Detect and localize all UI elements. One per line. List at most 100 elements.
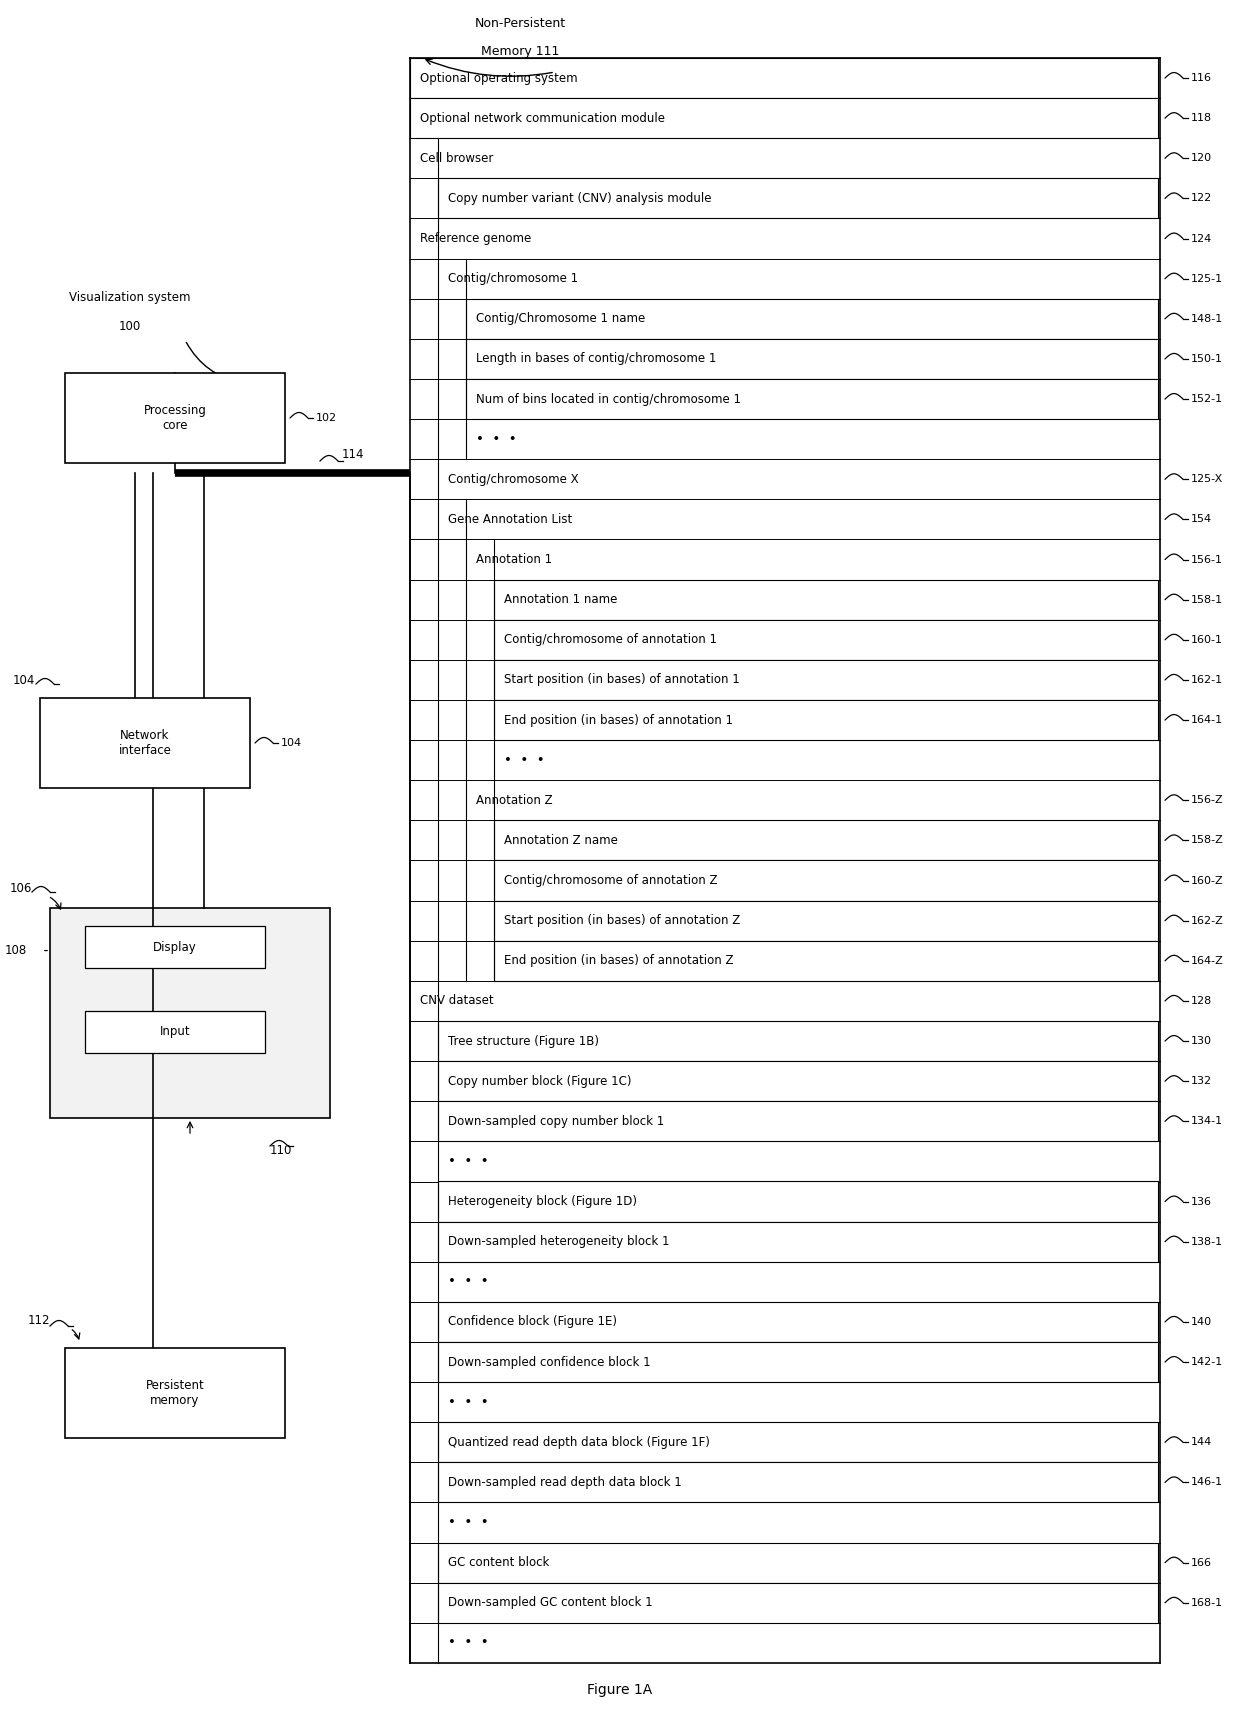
Text: 102: 102: [316, 412, 337, 423]
Text: Memory 111: Memory 111: [481, 45, 559, 58]
Bar: [438, 1543, 1158, 1582]
Text: Non-Persistent: Non-Persistent: [475, 17, 565, 29]
Text: 134-1: 134-1: [1190, 1117, 1223, 1127]
Bar: [494, 699, 1158, 740]
Bar: [438, 1342, 1158, 1381]
Text: Heterogeneity block (Figure 1D): Heterogeneity block (Figure 1D): [448, 1196, 637, 1208]
Bar: [438, 1221, 1158, 1261]
Bar: [40, 698, 250, 789]
Bar: [438, 1423, 1158, 1462]
Text: 100: 100: [119, 320, 141, 333]
Text: Copy number variant (CNV) analysis module: Copy number variant (CNV) analysis modul…: [448, 192, 712, 204]
Text: Contig/chromosome of annotation Z: Contig/chromosome of annotation Z: [503, 874, 718, 886]
Text: Network
interface: Network interface: [119, 728, 171, 758]
Text: 125-1: 125-1: [1190, 273, 1223, 283]
Text: 154: 154: [1190, 514, 1213, 524]
Bar: [466, 299, 1158, 338]
Text: 164-Z: 164-Z: [1190, 955, 1224, 966]
Text: Length in bases of contig/chromosome 1: Length in bases of contig/chromosome 1: [476, 352, 717, 366]
Text: 146-1: 146-1: [1190, 1477, 1223, 1488]
Text: 130: 130: [1190, 1036, 1211, 1046]
Text: 104: 104: [281, 739, 303, 747]
Text: 142-1: 142-1: [1190, 1357, 1223, 1368]
Text: Annotation Z: Annotation Z: [476, 794, 553, 807]
Text: Down-sampled heterogeneity block 1: Down-sampled heterogeneity block 1: [448, 1235, 670, 1249]
Text: CNV dataset: CNV dataset: [420, 995, 494, 1007]
Text: Annotation Z name: Annotation Z name: [503, 833, 618, 847]
Bar: [466, 338, 1158, 380]
Text: Visualization system: Visualization system: [69, 292, 191, 304]
Text: End position (in bases) of annotation 1: End position (in bases) of annotation 1: [503, 713, 733, 727]
Bar: [438, 1462, 1158, 1503]
Text: •  •  •: • • •: [448, 1637, 489, 1649]
Text: 160-Z: 160-Z: [1190, 876, 1224, 885]
Text: 120: 120: [1190, 153, 1213, 163]
Text: GC content block: GC content block: [448, 1557, 549, 1569]
Text: •  •  •: • • •: [448, 1515, 489, 1529]
Text: 168-1: 168-1: [1190, 1598, 1223, 1608]
Bar: [494, 941, 1158, 981]
Bar: [494, 620, 1158, 660]
Bar: [438, 1582, 1158, 1624]
Text: 166: 166: [1190, 1558, 1211, 1569]
Text: Annotation 1 name: Annotation 1 name: [503, 593, 618, 606]
Bar: [438, 1101, 1158, 1141]
Text: Contig/chromosome 1: Contig/chromosome 1: [448, 271, 578, 285]
Text: •  •  •: • • •: [503, 754, 544, 766]
Text: End position (in bases) of annotation Z: End position (in bases) of annotation Z: [503, 953, 734, 967]
Bar: [494, 579, 1158, 620]
Text: Tree structure (Figure 1B): Tree structure (Figure 1B): [448, 1034, 599, 1048]
Text: Optional network communication module: Optional network communication module: [420, 112, 665, 125]
Text: 128: 128: [1190, 996, 1213, 1007]
Text: Optional operating system: Optional operating system: [420, 72, 578, 84]
Text: •  •  •: • • •: [448, 1275, 489, 1288]
Bar: [86, 926, 265, 967]
Text: Contig/Chromosome 1 name: Contig/Chromosome 1 name: [476, 313, 645, 325]
Bar: [466, 380, 1158, 419]
Text: 112: 112: [27, 1314, 50, 1326]
Text: 122: 122: [1190, 194, 1213, 203]
Bar: [410, 58, 1158, 98]
Text: Contig/chromosome of annotation 1: Contig/chromosome of annotation 1: [503, 634, 717, 646]
Text: •  •  •: • • •: [476, 433, 517, 445]
Text: User interface: User interface: [149, 929, 232, 943]
Text: Reference genome: Reference genome: [420, 232, 531, 246]
Text: 160-1: 160-1: [1190, 636, 1223, 644]
Text: 158-Z: 158-Z: [1190, 835, 1224, 845]
Bar: [438, 1182, 1158, 1221]
Text: Display: Display: [153, 940, 197, 953]
Text: 148-1: 148-1: [1190, 314, 1223, 323]
Bar: [494, 861, 1158, 900]
Text: 106: 106: [10, 881, 32, 895]
Text: Contig/chromosome X: Contig/chromosome X: [448, 472, 579, 486]
Text: 108: 108: [5, 943, 27, 957]
Text: 114: 114: [342, 448, 365, 460]
Text: Input: Input: [160, 1026, 190, 1038]
Bar: [494, 821, 1158, 861]
Text: 124: 124: [1190, 234, 1213, 244]
Text: Persistent
memory: Persistent memory: [145, 1380, 205, 1407]
Text: 125-X: 125-X: [1190, 474, 1223, 484]
Text: 150-1: 150-1: [1190, 354, 1223, 364]
Text: 162-1: 162-1: [1190, 675, 1223, 685]
Text: Gene Annotation List: Gene Annotation List: [448, 514, 572, 526]
Bar: [64, 1349, 285, 1438]
Text: Down-sampled copy number block 1: Down-sampled copy number block 1: [448, 1115, 665, 1127]
Bar: [438, 1020, 1158, 1062]
Text: 110: 110: [270, 1144, 293, 1156]
Text: Down-sampled confidence block 1: Down-sampled confidence block 1: [448, 1356, 651, 1369]
Text: Processing
core: Processing core: [144, 404, 206, 431]
Text: •  •  •: • • •: [448, 1154, 489, 1168]
Bar: [494, 660, 1158, 699]
Text: 156-1: 156-1: [1190, 555, 1223, 565]
Text: 164-1: 164-1: [1190, 715, 1223, 725]
Text: 158-1: 158-1: [1190, 594, 1223, 605]
Text: Figure 1A: Figure 1A: [588, 1684, 652, 1697]
Text: 162-Z: 162-Z: [1190, 916, 1224, 926]
Text: 116: 116: [1190, 74, 1211, 82]
Text: 104: 104: [12, 673, 35, 687]
Text: Confidence block (Figure 1E): Confidence block (Figure 1E): [448, 1316, 618, 1328]
Text: Annotation 1: Annotation 1: [476, 553, 552, 565]
Text: 140: 140: [1190, 1318, 1213, 1326]
Text: Down-sampled read depth data block 1: Down-sampled read depth data block 1: [448, 1476, 682, 1490]
